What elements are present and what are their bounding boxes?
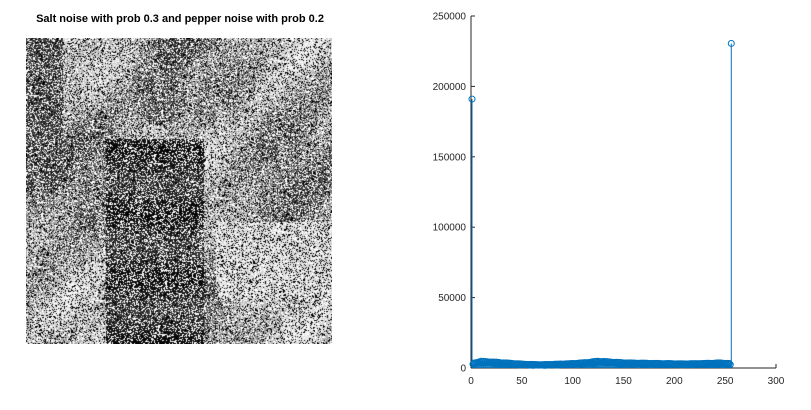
y-tick-label: 150000 <box>433 152 467 163</box>
y-tick-label: 0 <box>460 364 466 375</box>
x-tick-label: 100 <box>564 376 581 387</box>
x-tick-label: 300 <box>768 376 785 387</box>
image-title: Salt noise with prob 0.3 and pepper nois… <box>36 13 324 25</box>
peak-marker <box>727 39 735 47</box>
histogram-marker <box>723 359 731 367</box>
y-tick-label: 50000 <box>438 293 466 304</box>
y-tick-label: 100000 <box>433 223 467 234</box>
histogram-marker <box>726 361 734 369</box>
noisy-image <box>26 38 332 344</box>
x-tick-label: 50 <box>516 376 528 387</box>
x-tick-label: 0 <box>468 376 474 387</box>
y-tick-label: 250000 <box>433 12 467 23</box>
peak-marker <box>468 95 476 103</box>
x-tick-label: 250 <box>717 376 734 387</box>
histogram-marker <box>725 359 733 367</box>
x-tick-label: 200 <box>666 376 683 387</box>
y-tick-label: 200000 <box>433 82 467 93</box>
x-tick-label: 150 <box>615 376 632 387</box>
